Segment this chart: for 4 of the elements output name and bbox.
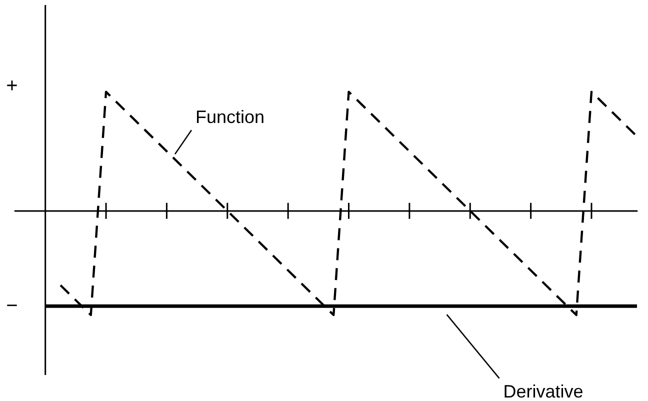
text: Function [195,107,265,128]
annotation: + [6,74,18,97]
annotation: − [6,295,18,318]
text: Derivative [503,381,584,401]
